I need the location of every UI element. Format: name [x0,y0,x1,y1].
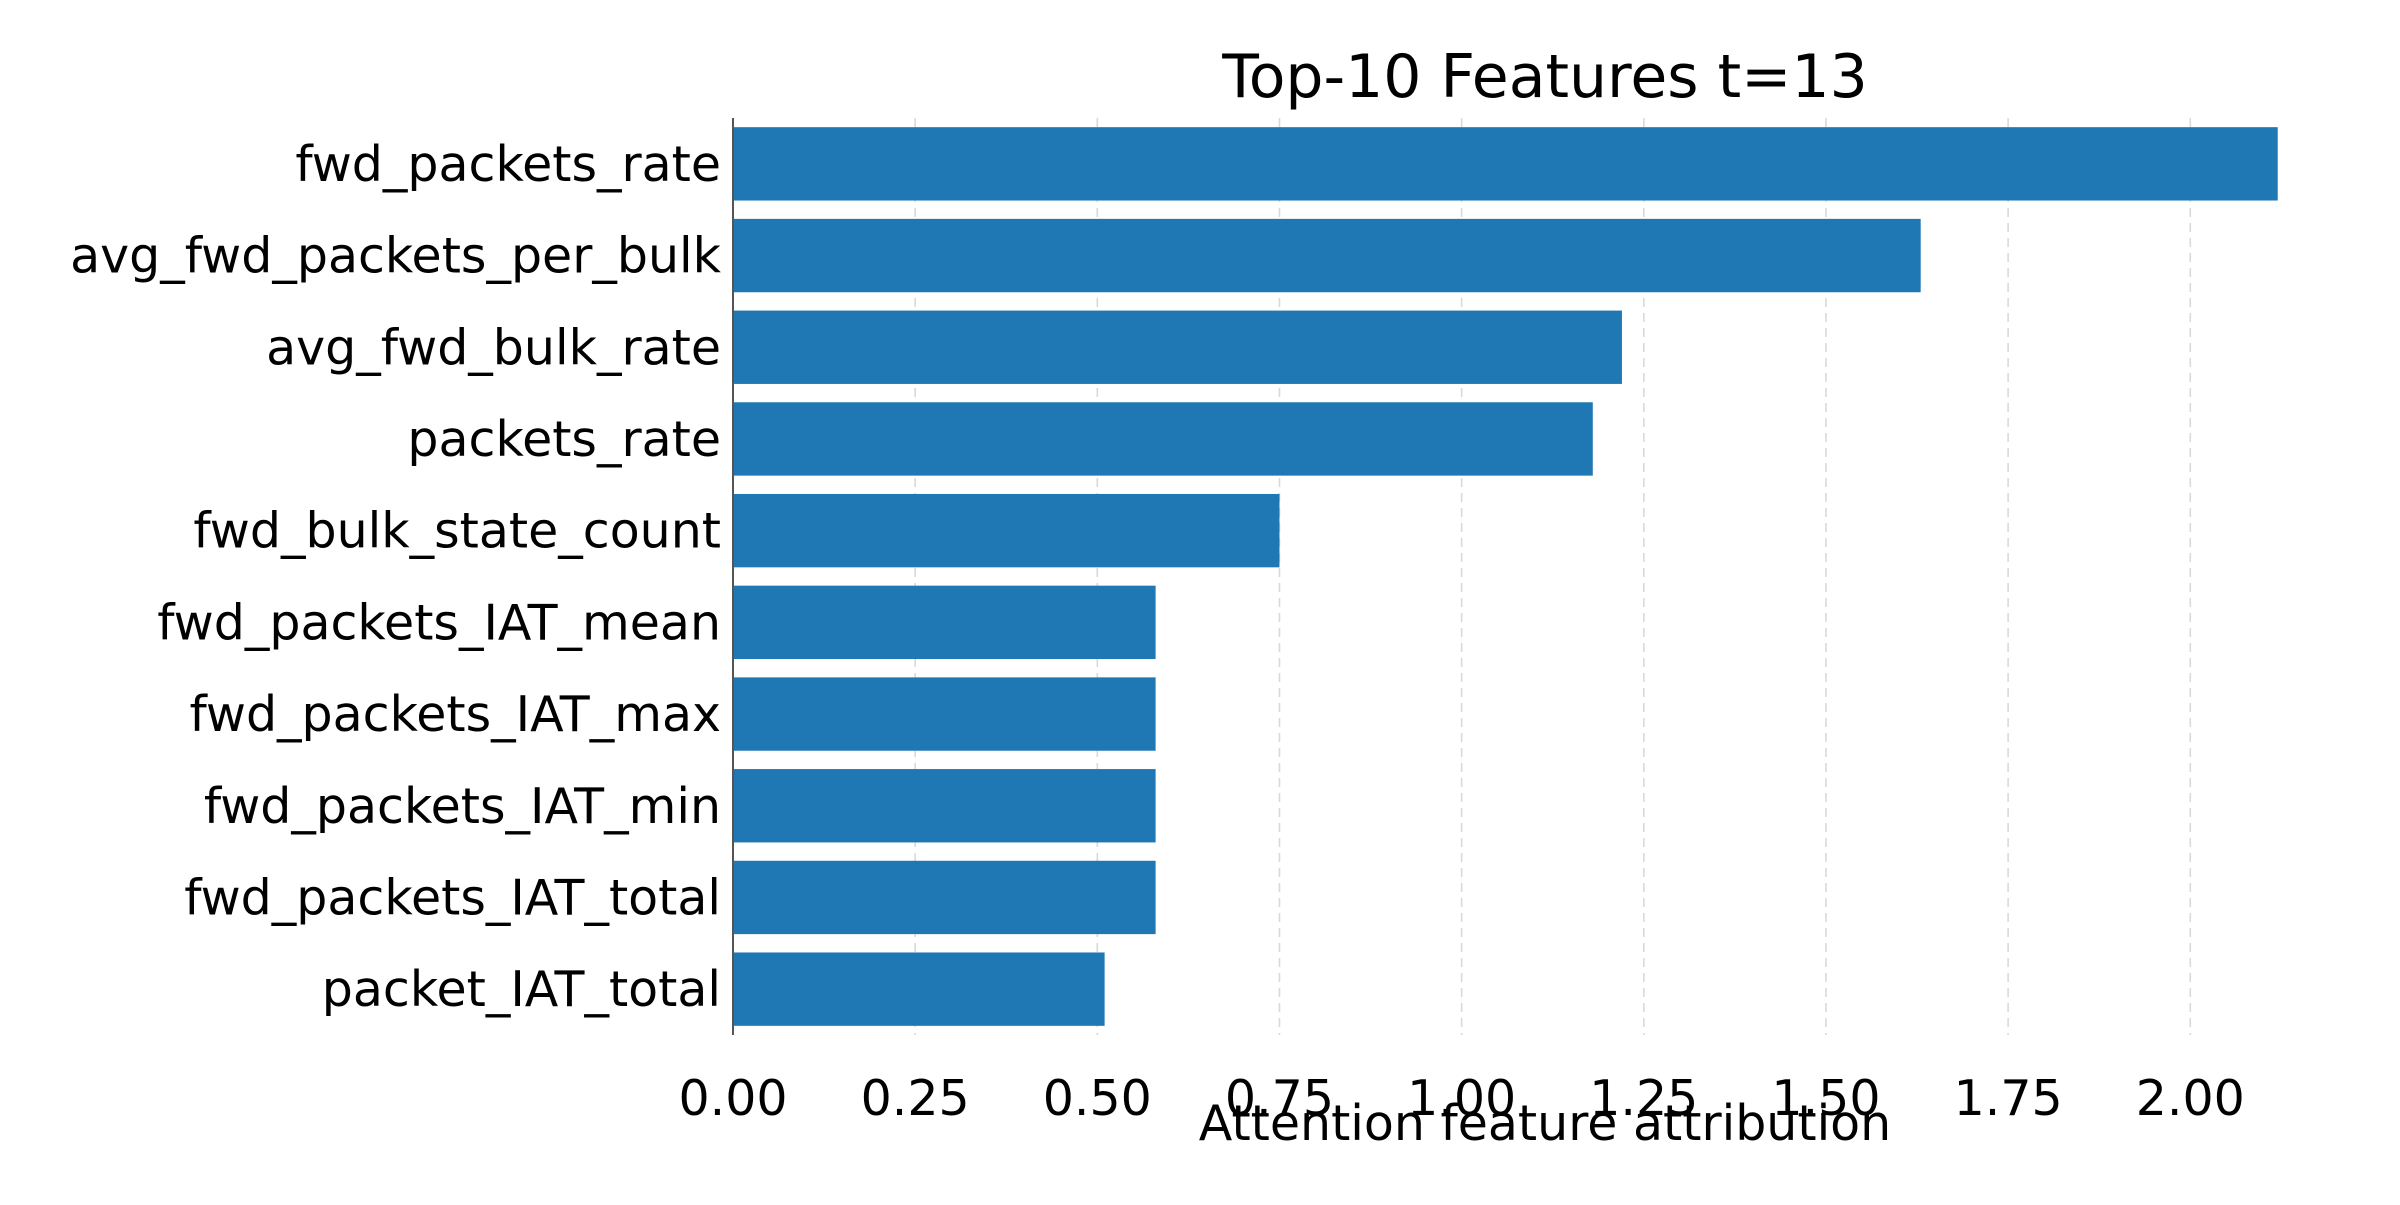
x-tick-label: 1.75 [1954,1070,2063,1127]
x-tick-label: 0.25 [861,1070,970,1127]
x-tick-label: 0.00 [678,1070,787,1127]
y-tick-label: fwd_packets_IAT_max [189,686,721,743]
bar-fwd_packets_IAT_mean [733,585,1156,660]
y-tick-label: fwd_bulk_state_count [193,503,721,560]
x-tick-label: 1.00 [1407,1070,1516,1127]
chart-title: Top-10 Features t=13 [1221,42,1868,112]
x-tick-label: 1.50 [1771,1070,1880,1127]
axis-layer: 0.00 0.25 0.50 0.75 1.00 1.25 1.50 1.75 2.00 fwd_… [70,118,2245,1127]
y-tick-label: packets_rate [407,411,721,468]
y-tick-label: fwd_packets_rate [295,136,721,193]
x-axis-label: Attention feature attribution [1199,1095,1891,1152]
bar-packet_IAT_total [733,952,1105,1026]
x-tick-label: 0.50 [1043,1070,1152,1127]
y-tick-label: fwd_packets_IAT_mean [157,594,721,651]
bar-fwd_packets_IAT_max [733,677,1156,751]
bar-layer [733,127,2278,1026]
bar-fwd_packets_IAT_min [733,769,1156,843]
y-tick-label: packet_IAT_total [322,961,721,1018]
bar-fwd_packets_rate [733,127,2278,201]
x-tick-label: 2.00 [2136,1070,2245,1127]
bar-packets_rate [733,402,1593,476]
x-tick-label: 0.75 [1225,1070,1334,1127]
bar-avg_fwd_packets_per_bulk [733,218,1921,293]
y-tick-label: fwd_packets_IAT_total [184,869,721,926]
x-tick-label: 1.25 [1589,1070,1698,1127]
y-tick-label: fwd_packets_IAT_min [204,778,721,835]
bar-avg_fwd_bulk_rate [733,310,1622,384]
bar-fwd_bulk_state_count [733,493,1280,568]
y-tick-label: avg_fwd_packets_per_bulk [70,228,721,285]
bar-fwd_packets_IAT_total [733,860,1156,935]
y-tick-label: avg_fwd_bulk_rate [266,319,721,376]
